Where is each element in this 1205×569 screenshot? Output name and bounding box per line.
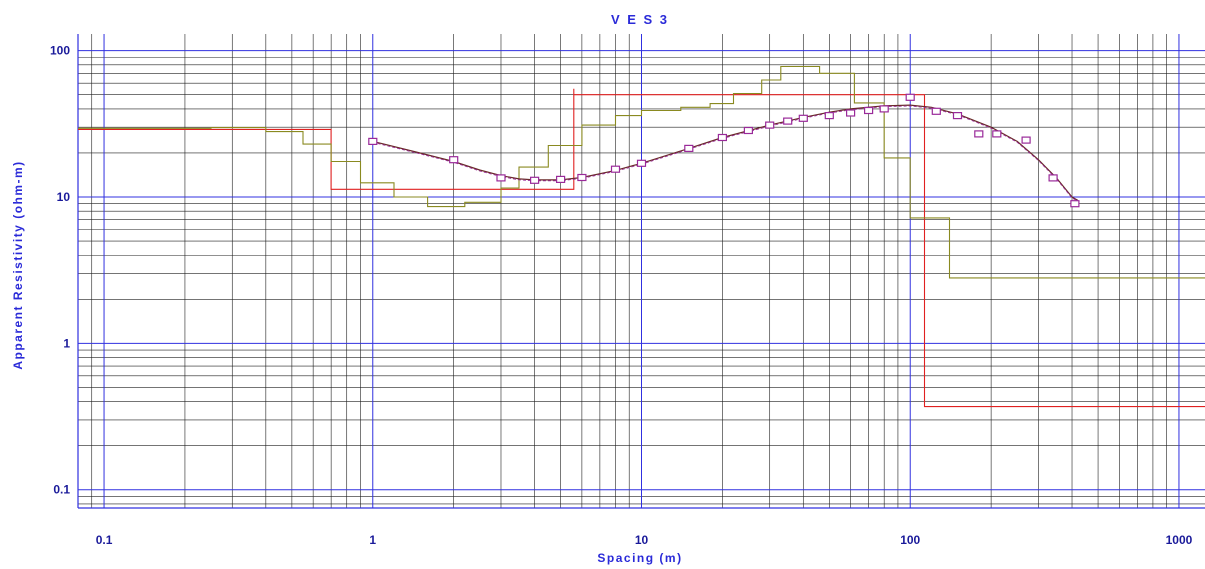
x-axis-label: Spacing (m) (597, 551, 682, 565)
data-point (1021, 136, 1031, 144)
major-grid (78, 34, 1205, 508)
y-tick-label: 10 (57, 190, 71, 204)
y-tick-label: 1 (63, 336, 70, 350)
y-tick-label: 0.1 (53, 483, 70, 497)
data-point (1070, 200, 1080, 208)
x-tick-label: 0.1 (96, 533, 113, 547)
data-point (974, 130, 984, 138)
y-tick-label: 100 (50, 44, 70, 58)
x-tick-label: 10 (635, 533, 649, 547)
data-point (992, 130, 1002, 138)
data-point (824, 111, 834, 120)
data-point (529, 176, 540, 184)
data-point (577, 173, 587, 182)
x-tick-label: 1 (369, 533, 376, 547)
data-point (496, 174, 506, 182)
x-tick-label: 1000 (1166, 533, 1193, 547)
data-point (636, 159, 647, 167)
data-point (765, 121, 775, 129)
y-axis-label: Apparent Resistivity (ohm-m) (11, 160, 25, 369)
data-point (863, 106, 874, 115)
x-tick-label: 100 (900, 533, 920, 547)
data-point (684, 144, 694, 152)
data-point (610, 165, 621, 173)
data-point (952, 111, 963, 120)
data-point (555, 175, 566, 183)
plot-frame (77, 34, 1205, 509)
data-point (905, 93, 915, 101)
series-layer (78, 65, 1205, 408)
data-point (845, 109, 856, 117)
data-point (798, 114, 808, 122)
tick-labels: 0.1 1 10 100 1000 0.1 1 10 100 (50, 44, 1193, 547)
chart-title: V E S 3 (611, 12, 669, 27)
data-point (368, 137, 378, 145)
data-point (931, 107, 941, 115)
data-point (783, 117, 793, 125)
calculated-curve-dotted (372, 105, 1078, 202)
data-point (879, 105, 889, 113)
data-point (717, 133, 728, 142)
model-olive-line (78, 65, 1205, 279)
data-point (1048, 174, 1058, 182)
data-point (449, 156, 459, 164)
data-point (743, 126, 754, 135)
